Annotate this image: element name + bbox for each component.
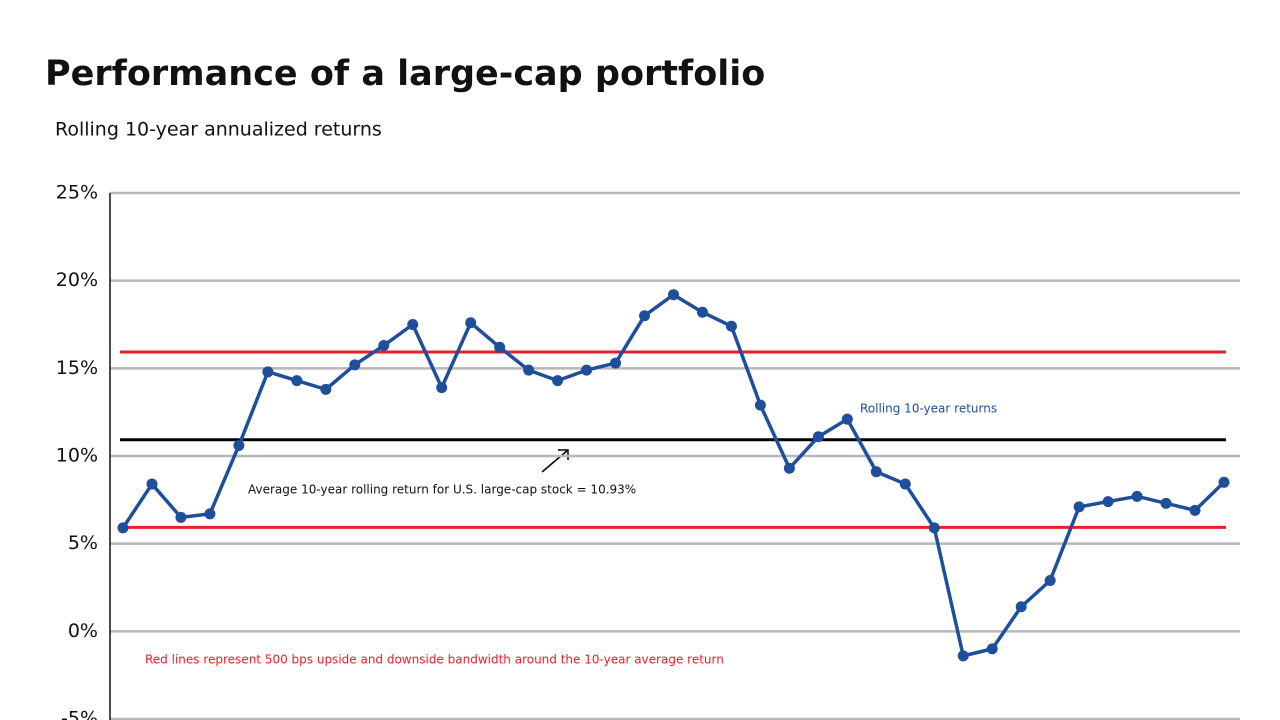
data-point xyxy=(986,643,998,655)
series-line xyxy=(121,292,1226,658)
data-point xyxy=(1044,574,1056,586)
data-point xyxy=(494,341,506,353)
data-point xyxy=(1015,601,1027,613)
data-point xyxy=(1131,490,1143,502)
data-point xyxy=(639,310,651,322)
annotation: Average 10-year rolling return for U.S. … xyxy=(248,483,636,497)
data-point xyxy=(783,462,795,474)
data-point xyxy=(610,357,622,369)
data-point xyxy=(523,364,535,376)
data-point xyxy=(1160,497,1172,509)
data-point xyxy=(725,320,737,332)
y-tick-label: 5% xyxy=(68,532,98,554)
chart-title: Performance of a large-cap portfolio xyxy=(45,54,765,94)
data-point xyxy=(407,319,419,330)
y-tick-label: 25% xyxy=(56,182,98,204)
chart-subtitle: Rolling 10-year annualized returns xyxy=(55,119,382,141)
data-point xyxy=(465,317,477,329)
data-point xyxy=(262,366,274,378)
data-point xyxy=(378,340,390,352)
y-tick-label: 10% xyxy=(56,445,98,467)
data-point xyxy=(696,306,708,318)
data-point xyxy=(841,413,853,425)
data-point xyxy=(552,375,564,387)
data-point xyxy=(899,478,911,490)
data-point xyxy=(668,289,679,301)
data-point xyxy=(204,508,216,520)
data-point xyxy=(175,511,187,523)
data-point xyxy=(1189,504,1201,516)
y-tick-label: 15% xyxy=(56,357,98,379)
data-point xyxy=(812,431,824,443)
legend-label: Rolling 10-year returns xyxy=(860,402,997,416)
data-point xyxy=(349,359,361,371)
data-point xyxy=(754,399,766,411)
data-point xyxy=(870,466,882,478)
data-point xyxy=(117,522,129,534)
data-point xyxy=(581,364,593,376)
data-point xyxy=(1102,496,1114,508)
data-point xyxy=(146,478,158,490)
y-tick-label: -5% xyxy=(61,708,98,720)
data-point xyxy=(1218,476,1230,488)
data-point xyxy=(1073,501,1085,513)
y-tick-label: 20% xyxy=(56,269,98,291)
data-point xyxy=(957,650,969,662)
arrow xyxy=(541,449,569,473)
data-point xyxy=(928,522,940,534)
data-point xyxy=(320,383,332,395)
annotation: Red lines represent 500 bps upside and d… xyxy=(145,653,724,667)
data-point xyxy=(291,375,303,387)
y-tick-label: 0% xyxy=(68,620,98,642)
data-point xyxy=(233,439,245,451)
data-point xyxy=(436,382,448,394)
